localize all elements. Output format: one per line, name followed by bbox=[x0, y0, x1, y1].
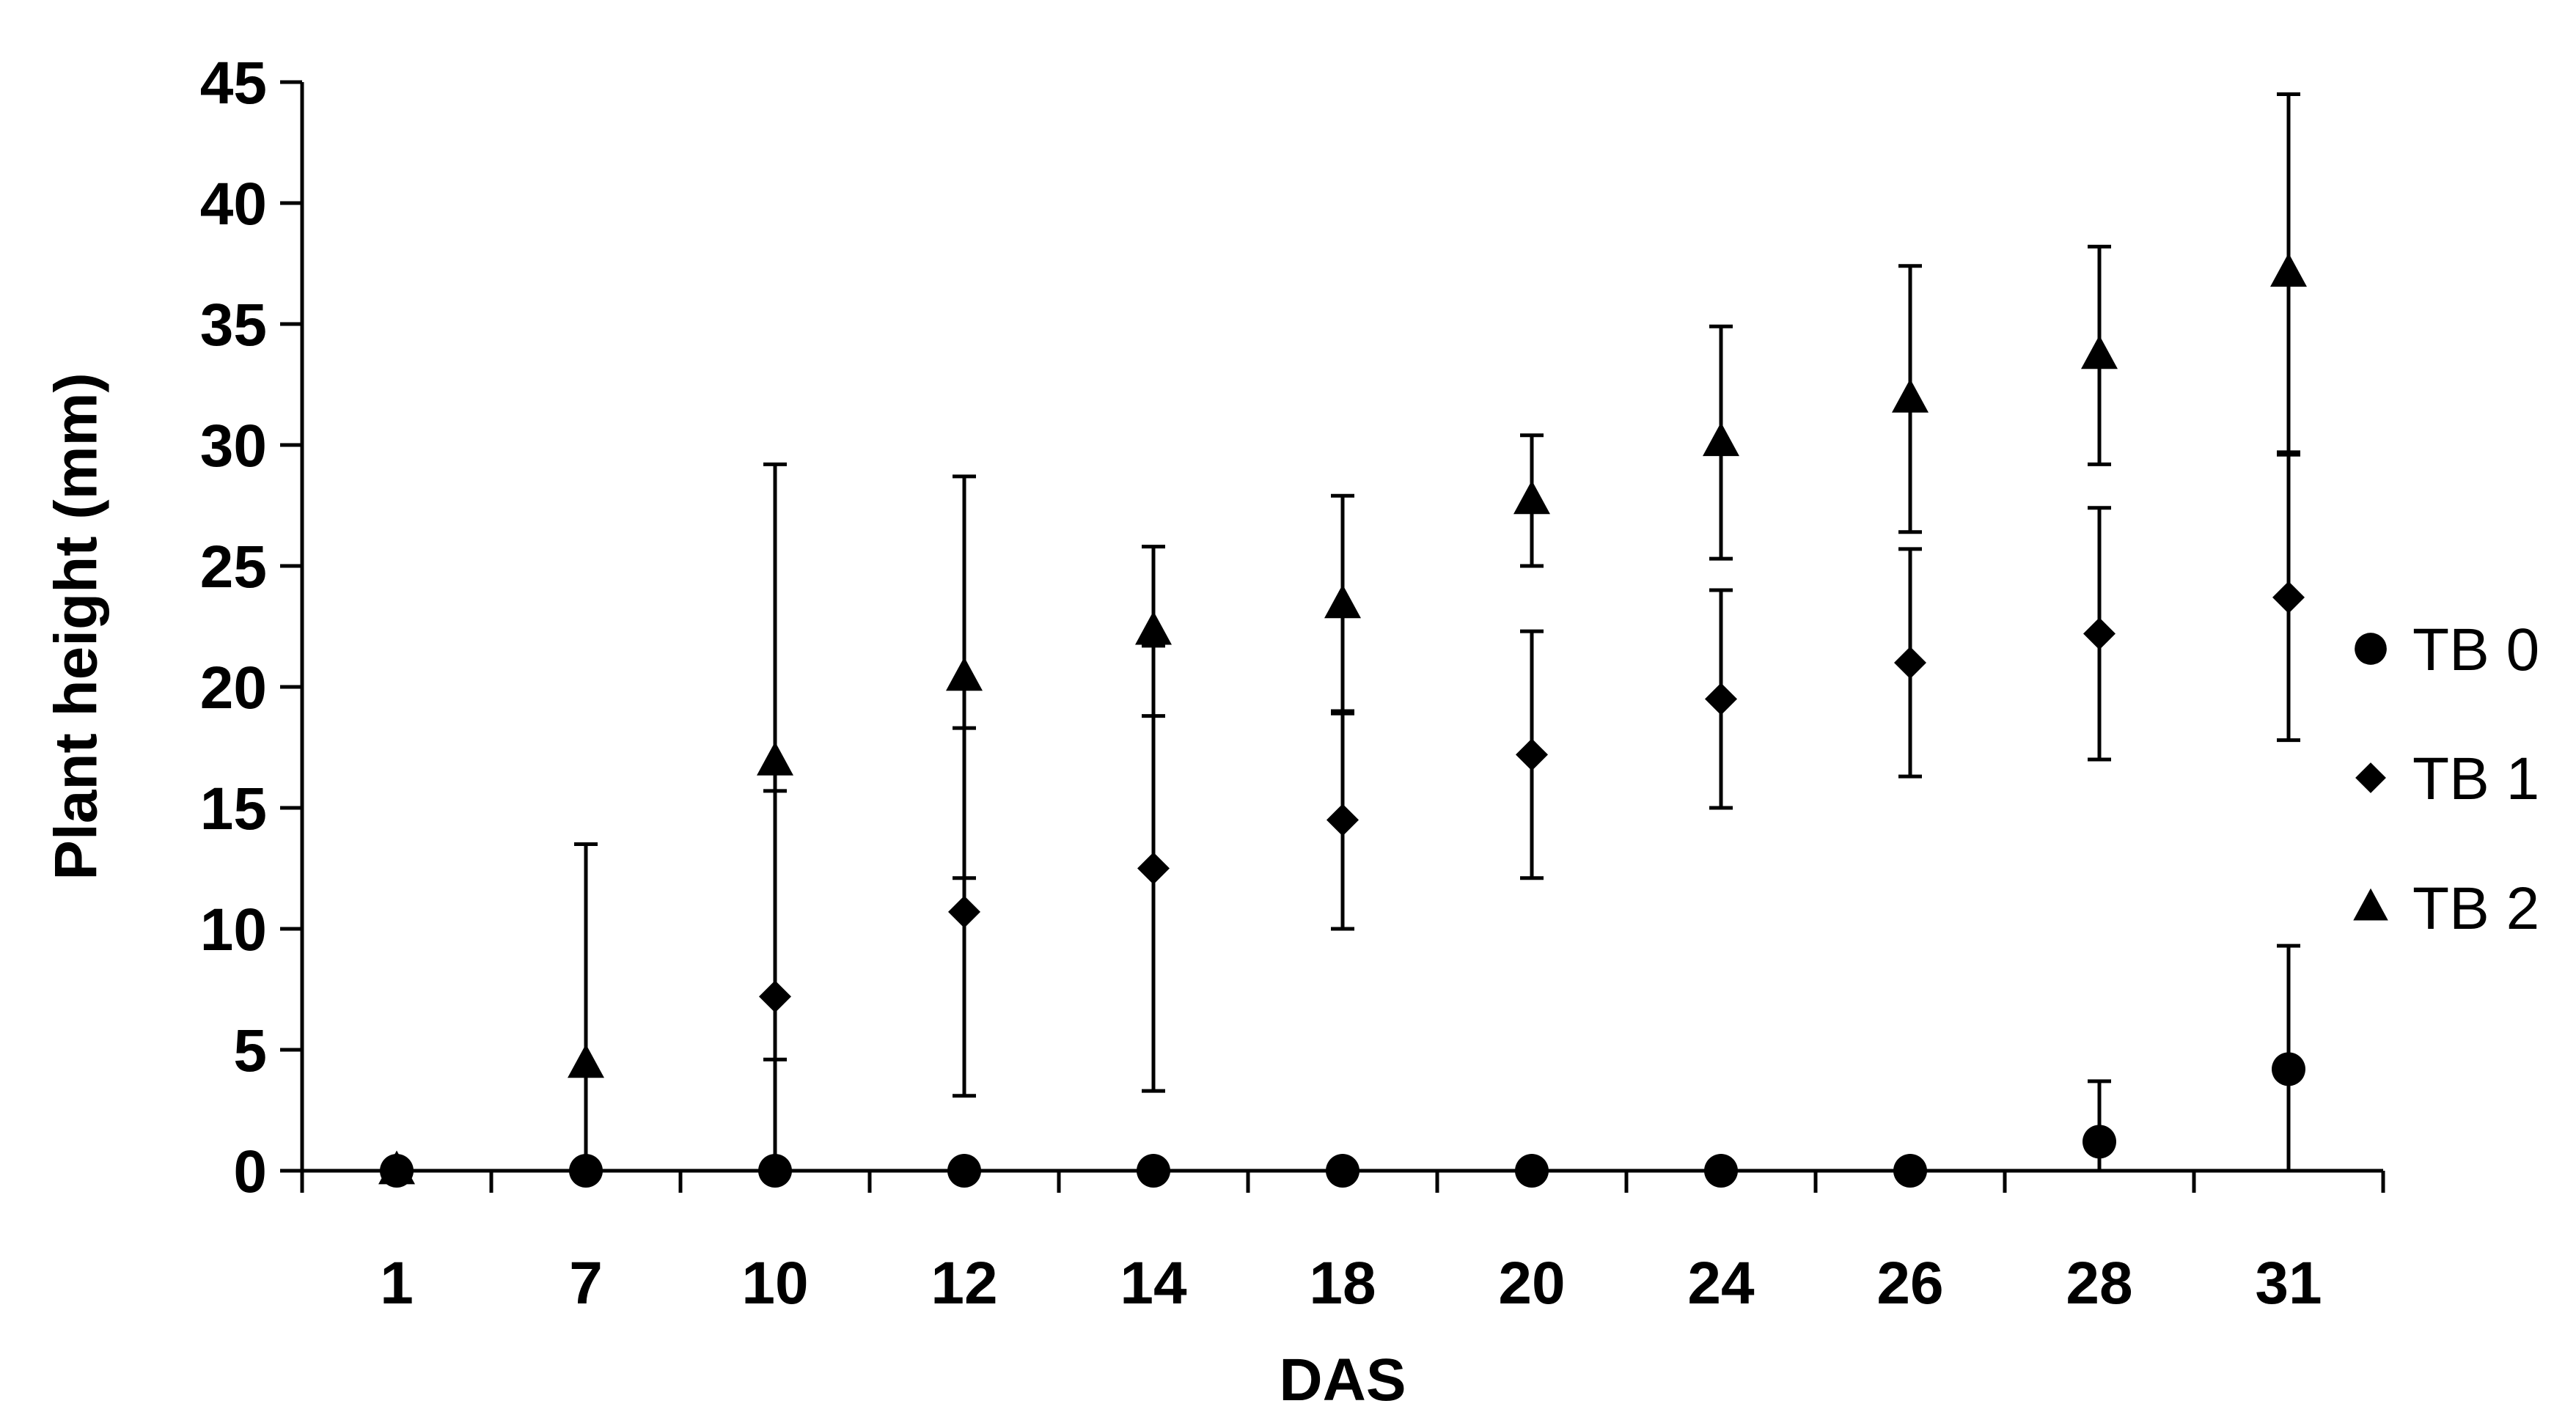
data-point bbox=[1704, 1154, 1738, 1188]
legend-item: TB 0 bbox=[2355, 617, 2539, 683]
legend-label: TB 2 bbox=[2412, 875, 2539, 942]
series-tb-0 bbox=[380, 943, 2305, 1188]
data-point bbox=[2272, 1052, 2305, 1086]
legend-label: TB 0 bbox=[2412, 617, 2539, 683]
data-point bbox=[2272, 581, 2305, 614]
y-ticks: 0 5 10 15 20 25 30 35 40 45 bbox=[200, 50, 302, 1205]
data-point bbox=[759, 980, 791, 1013]
legend-marker-circle bbox=[2355, 633, 2387, 665]
x-tick-label: 26 bbox=[1876, 1250, 1943, 1317]
data-point bbox=[1137, 1154, 1170, 1188]
legend-label: TB 1 bbox=[2412, 746, 2539, 812]
x-tick-label: 12 bbox=[931, 1250, 997, 1317]
x-tick-label: 1 bbox=[380, 1250, 414, 1317]
x-tick-label: 31 bbox=[2255, 1250, 2322, 1317]
y-tick-label: 10 bbox=[200, 897, 267, 963]
legend: TB 0 TB 1 TB 2 bbox=[2353, 617, 2539, 942]
data-point bbox=[1516, 738, 1548, 771]
y-tick-label: 15 bbox=[200, 776, 267, 842]
data-point bbox=[1513, 480, 1550, 515]
data-point bbox=[1137, 852, 1170, 885]
data-point bbox=[1326, 803, 1359, 836]
data-point bbox=[1135, 611, 1172, 645]
y-tick-label: 25 bbox=[200, 534, 267, 600]
y-tick-label: 45 bbox=[200, 50, 267, 117]
legend-marker-triangle bbox=[2353, 888, 2388, 921]
series-tb-2 bbox=[378, 92, 2307, 1185]
x-tick-label: 24 bbox=[1687, 1250, 1755, 1317]
legend-item: TB 2 bbox=[2353, 875, 2539, 942]
y-tick-label: 35 bbox=[200, 292, 267, 358]
data-point bbox=[757, 741, 793, 776]
data-point bbox=[1324, 584, 1361, 619]
x-tick-label: 7 bbox=[569, 1250, 603, 1317]
y-tick-label: 20 bbox=[200, 655, 267, 721]
data-point bbox=[1893, 1154, 1927, 1188]
data-point bbox=[1703, 422, 1739, 457]
series-layer bbox=[378, 92, 2307, 1188]
series-tb-1 bbox=[381, 452, 2305, 1187]
data-point bbox=[2083, 617, 2116, 650]
legend-item: TB 1 bbox=[2355, 746, 2539, 812]
data-point bbox=[947, 1154, 981, 1188]
x-tick-label: 20 bbox=[1498, 1250, 1565, 1317]
data-point bbox=[569, 1154, 603, 1188]
y-tick-label: 5 bbox=[233, 1018, 267, 1084]
x-tick-label: 28 bbox=[2066, 1250, 2132, 1317]
y-tick-label: 30 bbox=[200, 413, 267, 479]
legend-marker-diamond bbox=[2355, 762, 2386, 793]
data-point bbox=[2083, 1125, 2116, 1159]
x-tick-label: 10 bbox=[741, 1250, 808, 1317]
axes: 0 5 10 15 20 25 30 35 40 45 1 7 10 12 14 18 20 24 26 28 31 bbox=[200, 50, 2385, 1317]
data-point bbox=[1515, 1154, 1549, 1188]
y-tick-label: 0 bbox=[233, 1138, 267, 1205]
x-tick-label: 14 bbox=[1120, 1250, 1187, 1317]
data-point bbox=[1326, 1154, 1359, 1188]
data-point bbox=[946, 657, 983, 691]
data-point bbox=[1705, 683, 1737, 715]
data-point bbox=[758, 1154, 792, 1188]
y-tick-label: 40 bbox=[200, 171, 267, 238]
y-axis-label: Plant height (mm) bbox=[43, 372, 110, 880]
data-point bbox=[2270, 253, 2307, 287]
data-point bbox=[1894, 647, 1926, 679]
data-point bbox=[1892, 378, 1929, 413]
data-point bbox=[948, 895, 980, 928]
data-point bbox=[568, 1044, 604, 1078]
x-ticks: 1 7 10 12 14 18 20 24 26 28 31 bbox=[300, 1171, 2385, 1317]
x-tick-label: 18 bbox=[1309, 1250, 1376, 1317]
x-axis-label: DAS bbox=[1279, 1347, 1406, 1413]
data-point bbox=[2081, 335, 2118, 369]
data-point bbox=[380, 1154, 414, 1188]
